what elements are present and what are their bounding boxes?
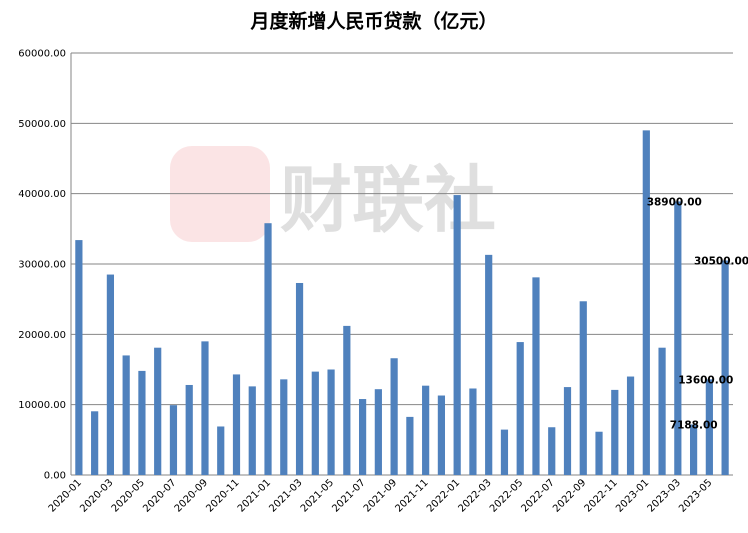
bar <box>217 426 225 475</box>
data-label: 7188.00 <box>670 419 718 431</box>
y-tick-label: 50000.00 <box>18 119 66 130</box>
bar <box>422 385 430 475</box>
bar <box>358 399 367 475</box>
y-tick-label: 20000.00 <box>18 330 66 341</box>
y-tick-label: 60000.00 <box>18 49 66 60</box>
bar <box>154 347 162 475</box>
bar <box>689 424 698 475</box>
bar <box>232 374 241 475</box>
bar <box>390 358 398 475</box>
bar <box>626 376 635 475</box>
bar <box>138 370 146 475</box>
bar <box>280 379 288 475</box>
bar <box>106 274 115 475</box>
bar <box>705 379 713 475</box>
bar <box>75 240 83 475</box>
bar <box>264 223 272 475</box>
bar <box>658 347 666 475</box>
data-label: 30500.00 <box>694 255 748 267</box>
data-label: 38900.00 <box>647 196 702 208</box>
bar <box>169 405 178 475</box>
bar <box>595 431 603 475</box>
bar <box>327 369 335 475</box>
watermark-text: 财联社 <box>280 158 496 242</box>
bar <box>374 389 382 475</box>
bar <box>532 277 540 475</box>
bar <box>201 341 209 475</box>
bar <box>91 411 99 475</box>
y-tick-label: 40000.00 <box>18 189 66 200</box>
bar <box>185 384 193 475</box>
bar <box>548 427 556 475</box>
y-tick-label: 0.00 <box>44 471 66 482</box>
bar <box>563 387 572 475</box>
bar <box>469 388 477 475</box>
bar <box>611 389 619 475</box>
bar <box>453 195 461 475</box>
bar <box>437 395 446 475</box>
bar <box>674 201 682 476</box>
bar <box>642 130 650 475</box>
bar <box>500 429 509 475</box>
bar <box>311 371 319 475</box>
bar <box>343 325 351 475</box>
chart-title: 月度新增人民币贷款（亿元） <box>249 10 497 33</box>
y-tick-label: 10000.00 <box>18 400 66 411</box>
bar <box>721 260 729 475</box>
bar <box>122 355 130 475</box>
bar <box>295 282 304 475</box>
bar <box>485 254 493 475</box>
bar <box>406 416 414 475</box>
bar <box>248 386 256 475</box>
y-tick-label: 30000.00 <box>18 260 66 271</box>
data-label: 13600.00 <box>678 374 733 386</box>
bar <box>579 301 587 475</box>
bar <box>516 342 524 475</box>
